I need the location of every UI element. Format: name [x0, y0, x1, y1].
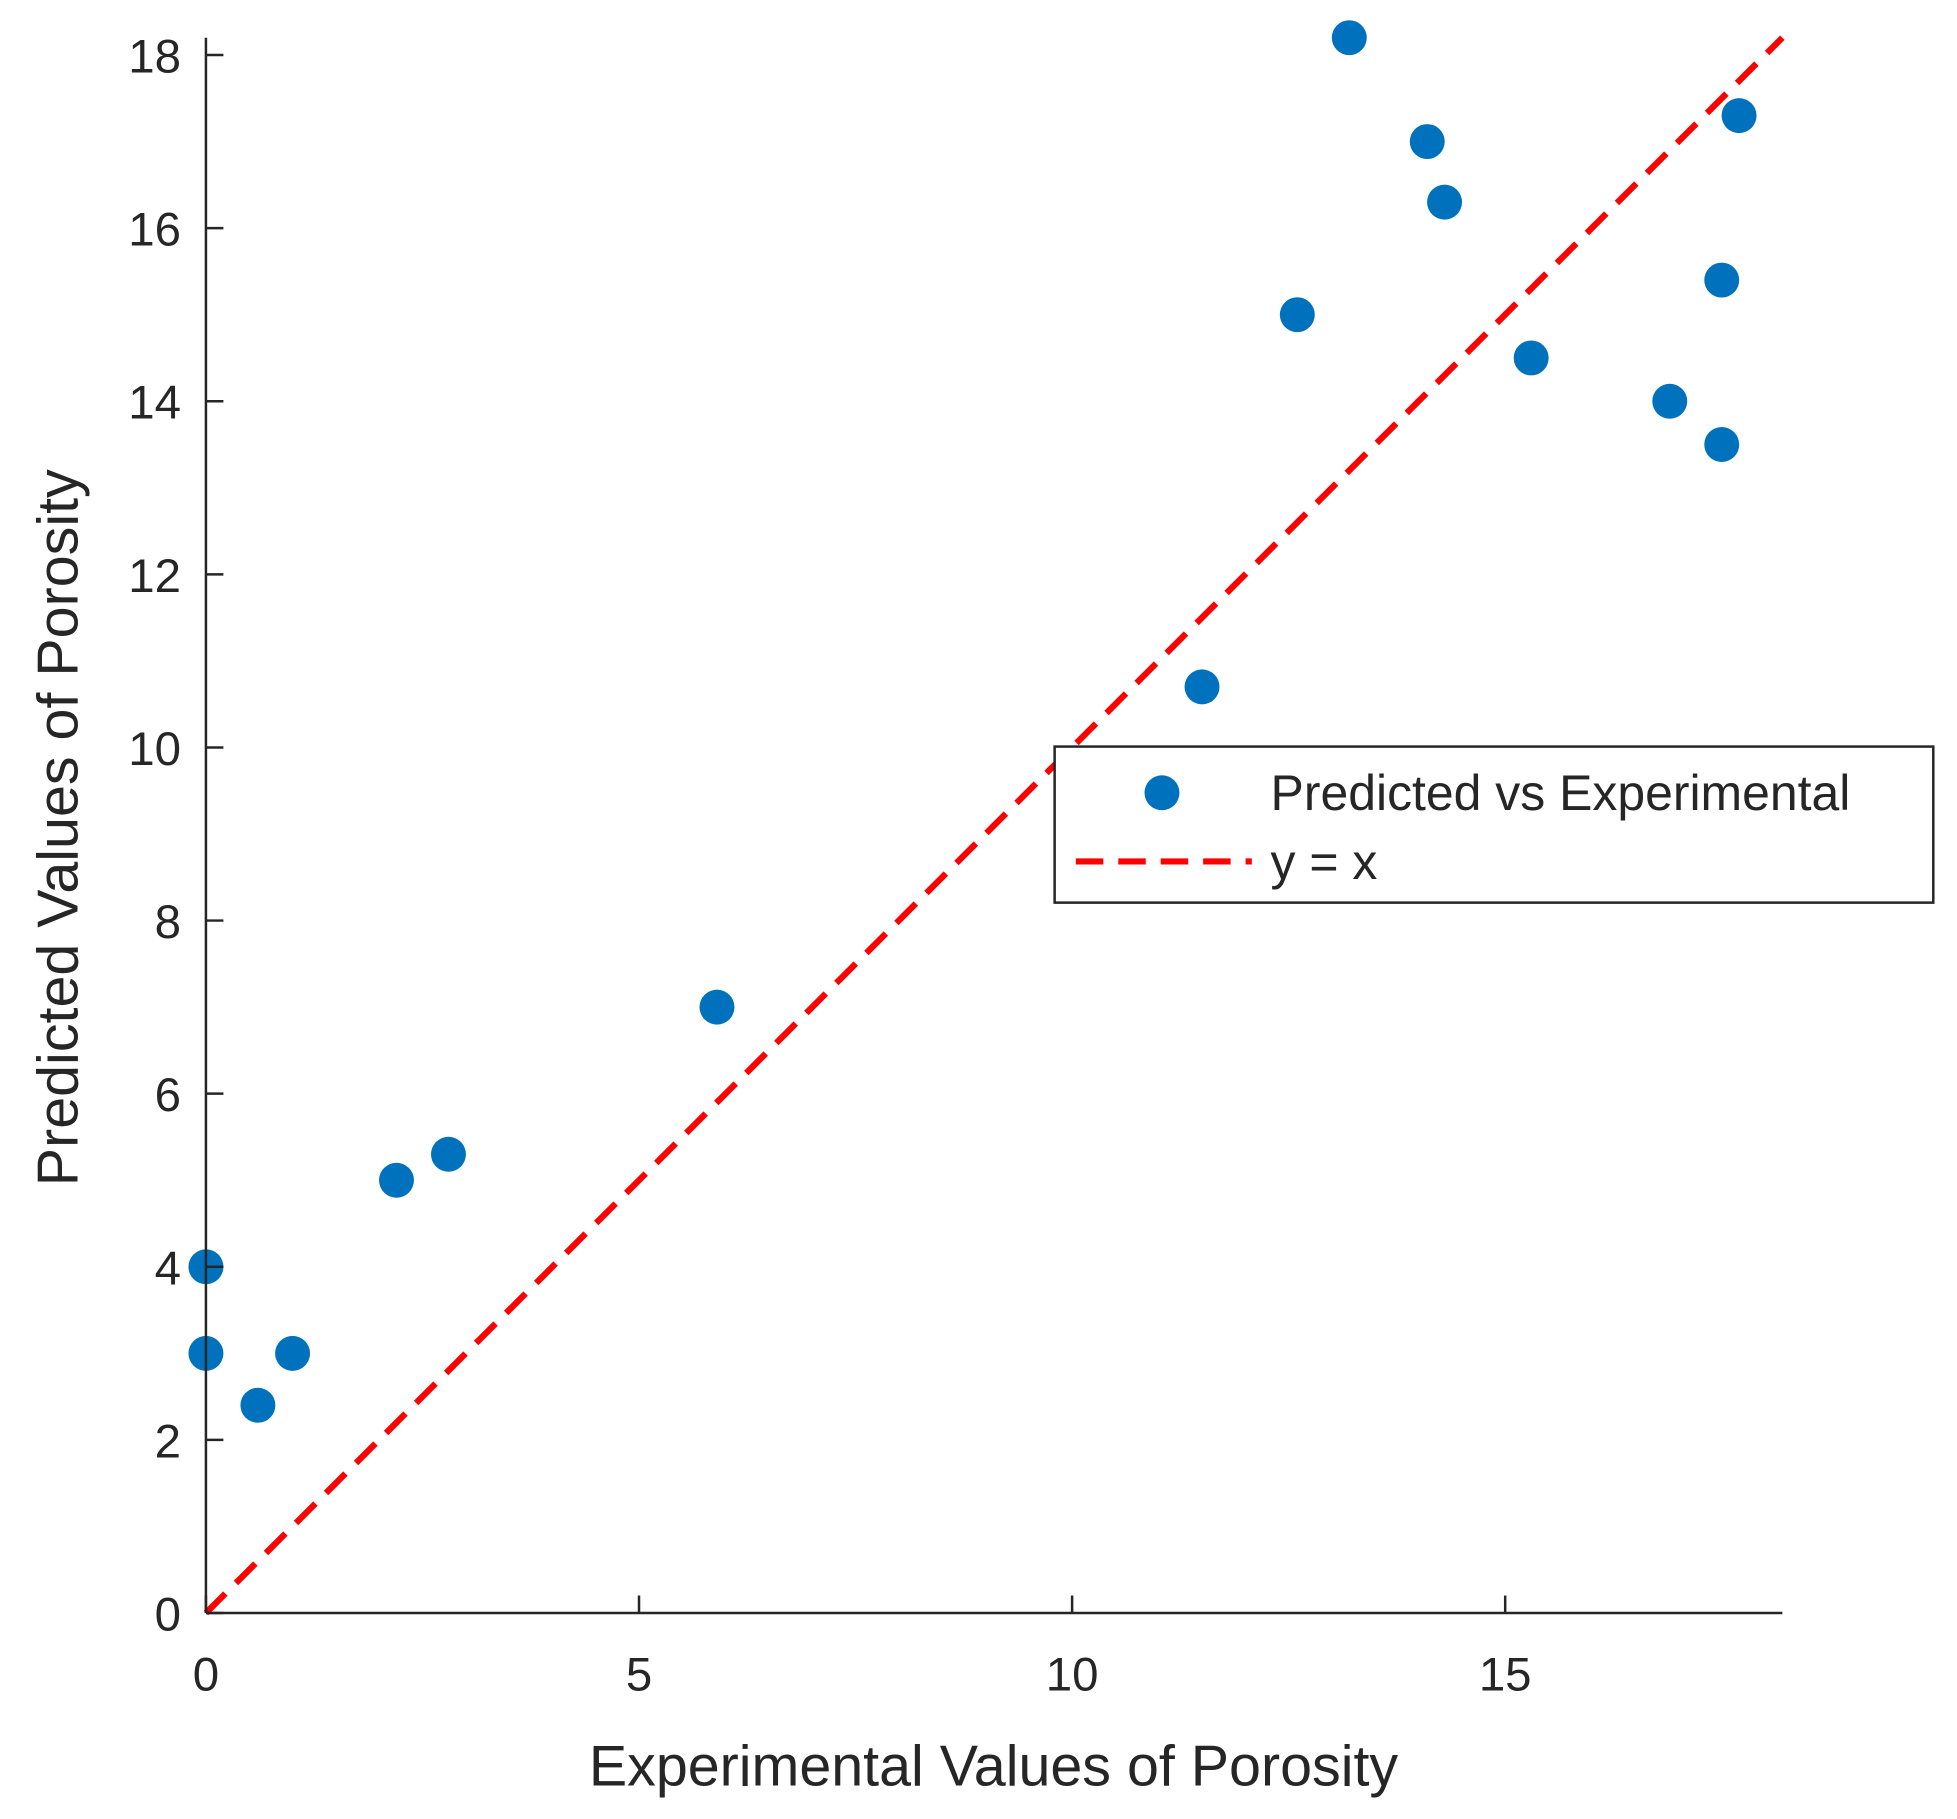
- data-point: [240, 1387, 276, 1423]
- data-point: [699, 989, 735, 1025]
- x-tick-label: 10: [1046, 1648, 1099, 1701]
- y-tick-label: 0: [155, 1588, 181, 1641]
- axes: 0 5 10 15 0 2 4 6 8 10 12 14 16 18: [128, 30, 1783, 1701]
- y-tick-label: 6: [155, 1069, 181, 1122]
- y-tick-label: 2: [155, 1415, 181, 1468]
- plot-area: [188, 20, 1785, 1616]
- y-tick-label: 4: [155, 1242, 181, 1295]
- legend: Predicted vs Experimental y = x: [1053, 745, 1935, 904]
- y-tick-label: 14: [128, 377, 181, 430]
- legend-box: [1053, 745, 1935, 904]
- identity-line: [203, 35, 1785, 1616]
- data-point: [1409, 124, 1445, 160]
- legend-label-scatter: Predicted vs Experimental: [1271, 765, 1851, 821]
- data-point: [430, 1136, 466, 1172]
- y-tick-label: 18: [128, 30, 181, 83]
- data-point: [1184, 669, 1220, 705]
- x-axis-label: Experimental Values of Porosity: [589, 1734, 1399, 1798]
- y-axis-label: Predicted Values of Porosity: [26, 469, 90, 1186]
- data-point: [1513, 340, 1549, 376]
- y-tick-label: 12: [128, 550, 181, 603]
- data-point: [1721, 98, 1757, 134]
- x-tick-label: 15: [1479, 1648, 1532, 1701]
- data-point: [1331, 20, 1367, 56]
- data-point: [1704, 427, 1740, 462]
- data-point: [1704, 262, 1740, 298]
- y-tick-label: 8: [155, 896, 181, 949]
- data-point: [379, 1162, 414, 1198]
- data-point: [1279, 297, 1315, 333]
- legend-marker-scatter: [1144, 775, 1180, 811]
- data-point: [1652, 383, 1688, 419]
- data-point: [1427, 184, 1463, 220]
- y-tick-label: 16: [128, 204, 181, 257]
- data-point: [275, 1335, 311, 1371]
- y-tick-label: 10: [128, 723, 181, 776]
- x-tick-label: 0: [193, 1648, 219, 1701]
- legend-label-line: y = x: [1271, 834, 1378, 890]
- x-tick-label: 5: [626, 1648, 652, 1701]
